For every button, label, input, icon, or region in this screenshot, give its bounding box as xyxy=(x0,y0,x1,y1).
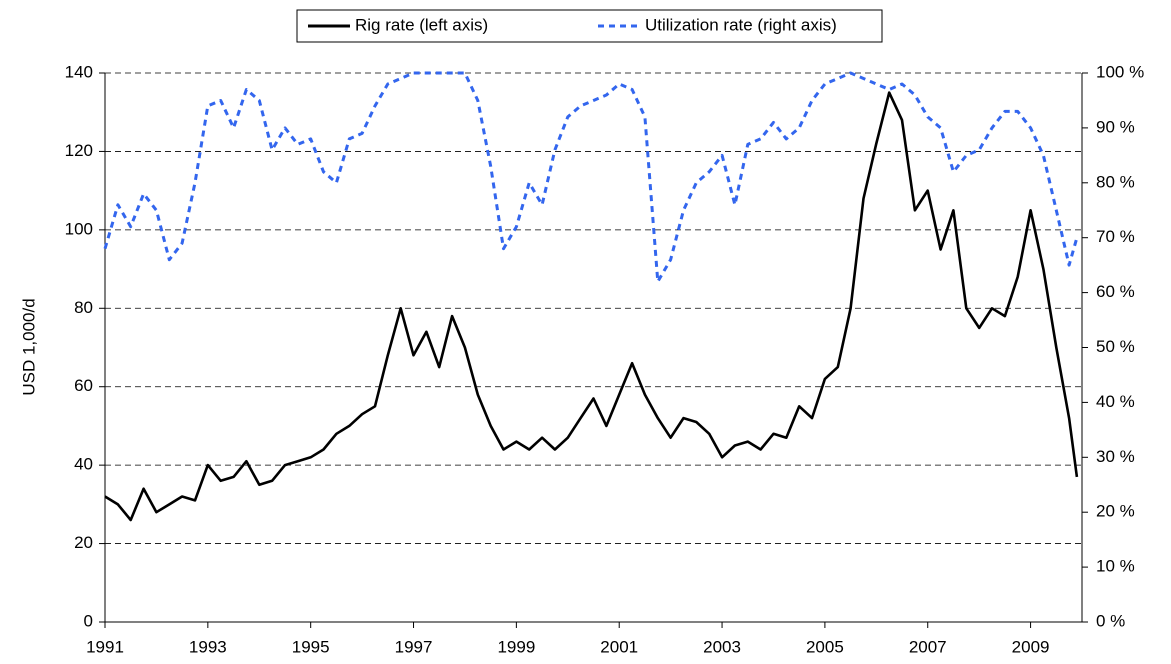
y2-tick-label: 80 % xyxy=(1096,172,1135,191)
y-tick-label: 40 xyxy=(74,455,93,474)
x-tick-label: 1997 xyxy=(395,637,433,656)
x-tick-label: 1995 xyxy=(292,637,330,656)
series-line xyxy=(104,91,1079,522)
y-tick-label: 100 xyxy=(65,219,93,238)
y-tick-label: 0 xyxy=(84,611,93,630)
y-tick-label: 80 xyxy=(74,298,93,317)
series-line xyxy=(103,71,1079,284)
x-tick-label: 2003 xyxy=(703,637,741,656)
y2-tick-label: 50 % xyxy=(1096,337,1135,356)
y-tick-label: 120 xyxy=(65,141,93,160)
x-tick-label: 2001 xyxy=(600,637,638,656)
x-tick-label: 2007 xyxy=(909,637,947,656)
x-tick-label: 1993 xyxy=(189,637,227,656)
y2-tick-label: 90 % xyxy=(1096,117,1135,136)
x-tick-label: 1991 xyxy=(86,637,124,656)
x-tick-label: 2005 xyxy=(806,637,844,656)
y-tick-label: 20 xyxy=(74,533,93,552)
y-axis-label: USD 1,000/d xyxy=(19,298,38,395)
y-tick-label: 60 xyxy=(74,376,93,395)
y2-tick-label: 40 % xyxy=(1096,392,1135,411)
y2-tick-label: 0 % xyxy=(1096,611,1125,630)
y2-tick-label: 60 % xyxy=(1096,282,1135,301)
legend-label: Utilization rate (right axis) xyxy=(645,15,837,34)
y2-tick-label: 70 % xyxy=(1096,227,1135,246)
y-tick-label: 140 xyxy=(65,62,93,81)
legend-box xyxy=(296,9,883,43)
y2-tick-label: 30 % xyxy=(1096,447,1135,466)
legend-label: Rig rate (left axis) xyxy=(355,15,488,34)
x-tick-label: 1999 xyxy=(497,637,535,656)
x-tick-label: 2009 xyxy=(1012,637,1050,656)
y2-tick-label: 20 % xyxy=(1096,502,1135,521)
y2-tick-label: 10 % xyxy=(1096,557,1135,576)
y2-tick-label: 100 % xyxy=(1096,62,1144,81)
